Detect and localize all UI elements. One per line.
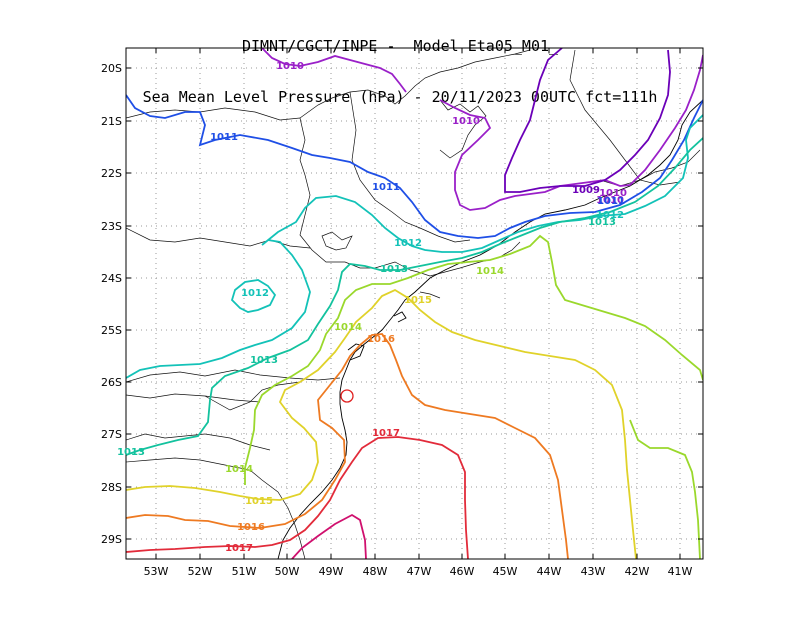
contour-label: 1012	[394, 238, 422, 249]
lon-label: 44W	[537, 565, 562, 578]
lat-label: 22S	[101, 167, 122, 180]
isobar-1016	[126, 333, 569, 559]
isobar-1013	[126, 137, 703, 456]
contour-label: 1016	[237, 522, 265, 533]
isobar-1010-east	[439, 54, 703, 211]
contour-label: 1014	[334, 322, 362, 333]
isobar-1012-main	[261, 114, 703, 253]
lat-label: 20S	[101, 62, 122, 75]
contour-label: 1012	[241, 288, 269, 299]
contour-label: 1011	[372, 182, 400, 193]
contour-labels: 1009 1010 1010 1010 1010 1011 1011 1011 …	[117, 61, 627, 554]
contour-label: 1013	[380, 264, 408, 275]
contour-label: 1010	[596, 195, 624, 206]
lat-label: 27S	[101, 428, 122, 441]
lon-label: 42W	[625, 565, 650, 578]
lon-label: 51W	[232, 565, 257, 578]
location-marker	[340, 389, 354, 403]
contour-label: 1013	[117, 447, 145, 458]
lon-label: 46W	[450, 565, 475, 578]
lon-label: 43W	[581, 565, 606, 578]
state-borders	[126, 49, 701, 559]
isobar-1018	[291, 513, 367, 559]
lat-label: 21S	[101, 115, 122, 128]
contour-label: 1012	[596, 210, 624, 221]
contour-label: 1013	[588, 217, 616, 228]
plot-frame	[125, 47, 704, 560]
coastline	[277, 99, 703, 559]
lat-label: 28S	[101, 481, 122, 494]
gridlines	[126, 48, 703, 559]
contour-label: 1014	[225, 464, 253, 475]
contour-label: 1011	[210, 132, 238, 143]
lon-label: 48W	[363, 565, 388, 578]
isobar-1015	[126, 288, 637, 559]
lat-label: 23S	[101, 220, 122, 233]
lat-label: 25S	[101, 324, 122, 337]
contour-label: 1010	[599, 188, 627, 199]
lon-axis: 53W 52W 51W 50W 49W 48W 47W 46W 45W 44W …	[144, 48, 693, 578]
title-line-1: DIMNT/CGCT/INPE - Model Eta05_M01_	[241, 37, 559, 55]
lat-label: 26S	[101, 376, 122, 389]
contour-label: 1017	[225, 543, 253, 554]
isobar-1010-west	[261, 48, 407, 93]
lon-label: 45W	[493, 565, 518, 578]
isobar-1014-east	[629, 419, 701, 559]
lon-label: 49W	[319, 565, 344, 578]
contour-label: 1016	[367, 334, 395, 345]
lon-label: 52W	[188, 565, 213, 578]
lon-label: 50W	[275, 565, 300, 578]
contour-label: 1014	[476, 266, 504, 277]
lon-label: 41W	[668, 565, 693, 578]
contour-label: 1009	[572, 185, 600, 196]
isobar-contours	[126, 48, 703, 559]
contour-label: 1015	[404, 295, 432, 306]
contour-label: 1017	[372, 428, 400, 439]
isobar-1012-west	[126, 239, 311, 379]
contour-label: 1010	[452, 116, 480, 127]
isobar-1017	[126, 436, 469, 559]
isobar-1009	[504, 48, 671, 193]
lat-axis: 20S 21S 22S 23S 24S 25S 26S 27S 28S 29S	[101, 62, 703, 546]
contour-label: 1013	[250, 355, 278, 366]
isobar-1014	[244, 234, 703, 485]
lat-label: 29S	[101, 533, 122, 546]
title-line-2: Sea Mean Level Pressure (hPa) - 20/11/20…	[142, 88, 658, 106]
contour-label: 1015	[245, 496, 273, 507]
lon-label: 47W	[407, 565, 432, 578]
isobar-1012-closed	[230, 279, 277, 313]
contour-label: 1011	[597, 196, 625, 207]
contour-label: 1010	[276, 61, 304, 72]
lon-label: 53W	[144, 565, 169, 578]
isobar-1011	[126, 94, 703, 239]
lat-label: 24S	[101, 272, 122, 285]
map-title: DIMNT/CGCT/INPE - Model Eta05_M01_ Sea M…	[0, 4, 800, 123]
